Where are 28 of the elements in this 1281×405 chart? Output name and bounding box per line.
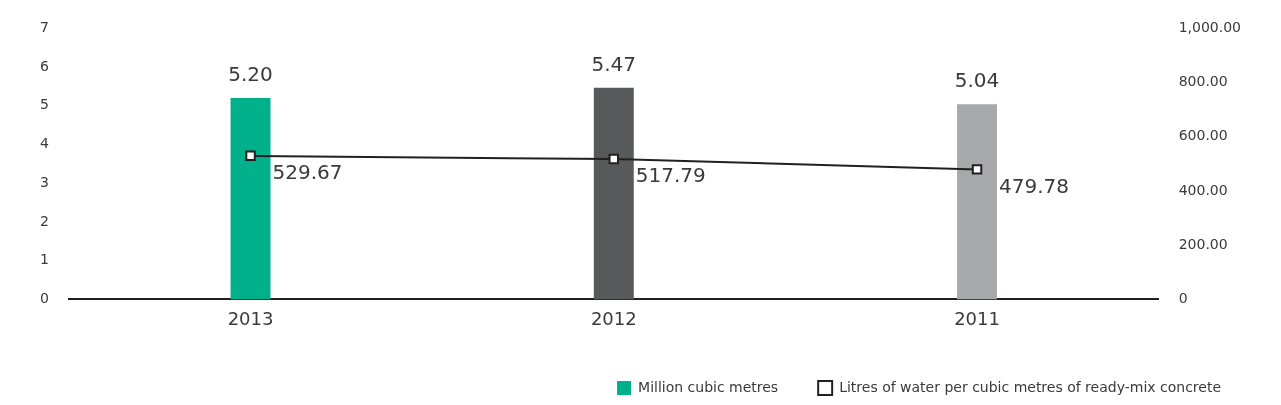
y2-tick-label: 600.00 bbox=[1178, 127, 1228, 144]
data-label: 5.04 bbox=[954, 68, 1000, 93]
legend-label: Million cubic metres bbox=[638, 378, 779, 395]
y-tick-label: 0 bbox=[39, 290, 49, 307]
point bbox=[608, 153, 620, 165]
y2-tick-label: 200.00 bbox=[1178, 235, 1228, 252]
y-tick-label: 6 bbox=[39, 57, 49, 74]
legend-label: Litres of water per cubic metres of ready-mix concrete bbox=[839, 378, 1222, 395]
x-tick-label: 2012 bbox=[590, 307, 637, 329]
y-tick-label: 5 bbox=[39, 96, 49, 113]
y2-tick-label: 1,000.00 bbox=[1178, 19, 1241, 36]
y2-tick-label: 0 bbox=[1178, 290, 1188, 307]
point bbox=[245, 150, 256, 162]
data-label: 5.47 bbox=[591, 51, 637, 76]
data-label: 479.78 bbox=[999, 173, 1070, 198]
y-tick-label: 7 bbox=[39, 19, 49, 36]
y-tick-label: 2 bbox=[39, 212, 49, 229]
y2-tick-label: 800.00 bbox=[1178, 73, 1228, 90]
data-label: 529.67 bbox=[272, 160, 343, 185]
y2-tick-label: 400.00 bbox=[1178, 181, 1228, 198]
y-tick-label: 1 bbox=[39, 251, 49, 268]
x-tick-label: 2011 bbox=[954, 307, 1000, 329]
x-tick-label: 2013 bbox=[227, 307, 274, 329]
point bbox=[971, 164, 983, 175]
data-label: 517.79 bbox=[635, 163, 706, 188]
data-label: 5.20 bbox=[228, 62, 273, 87]
y-tick-label: 3 bbox=[39, 173, 49, 190]
y-tick-label: 4 bbox=[39, 135, 49, 152]
